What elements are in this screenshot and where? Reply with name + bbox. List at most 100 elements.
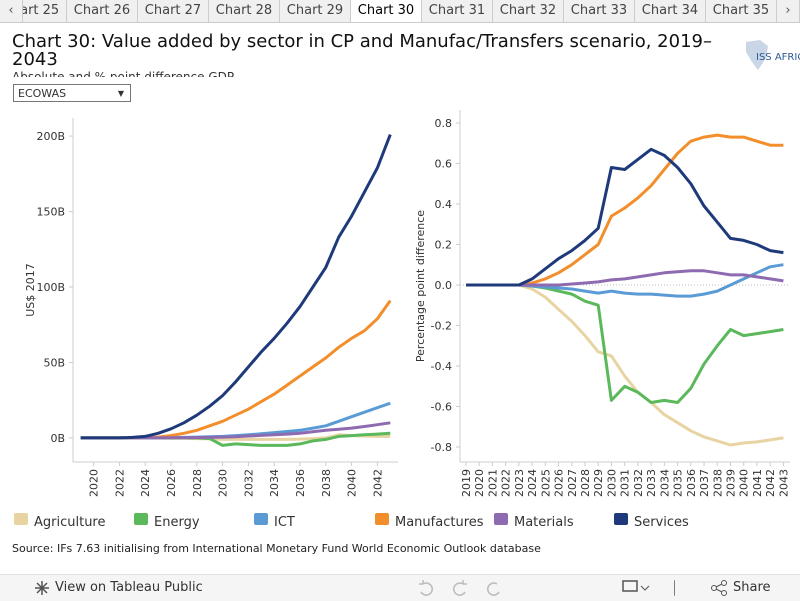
legend-label: Services — [634, 515, 689, 530]
tab[interactable]: Chart 25 — [23, 0, 67, 22]
y-axis-label: Percentage point difference — [414, 210, 427, 362]
x-tick-label: 2032 — [632, 469, 645, 497]
y-tick-label: -0.4 — [431, 360, 452, 373]
x-tick-label: 2022 — [500, 469, 513, 497]
charts: 0B 50B 100B 150B 200B 2020 2022 2024 2026 2028 203… — [14, 110, 790, 530]
logo-text: ISS AFRICA — [756, 52, 800, 63]
x-tick-label: 2043 — [777, 469, 790, 497]
y-tick-label: -0.2 — [431, 319, 452, 332]
logo: ISS AFRICA — [740, 36, 800, 76]
x-tick-label: 2042 — [764, 469, 777, 497]
y-tick-label: 100B — [36, 281, 65, 294]
y-tick-label: 0B — [50, 432, 65, 445]
tab[interactable]: Chart 33 — [564, 0, 635, 22]
x-tick-label: 2025 — [539, 469, 552, 497]
caret: ▼ — [117, 89, 124, 98]
x-tick-label: 2035 — [672, 469, 685, 497]
x-tick-label: 2027 — [566, 469, 579, 497]
share-icon — [711, 580, 727, 596]
filter-dropdown[interactable]: ECOWAS ▼ — [13, 84, 131, 102]
x-tick-label: 2024 — [139, 469, 152, 497]
tab[interactable]: Chart 35 — [706, 0, 777, 22]
legend-label: Manufactures — [395, 515, 484, 530]
tableau-icon — [35, 581, 49, 595]
filter-value: ECOWAS — [18, 87, 67, 100]
x-tick-label: 2037 — [698, 469, 711, 497]
y-tick-label: 50B — [43, 356, 65, 369]
y-tick-label: 0.6 — [435, 157, 453, 170]
x-tick-label: 2029 — [592, 469, 605, 497]
tab[interactable]: Chart 29 — [280, 0, 351, 22]
x-tick-label: 2036 — [685, 469, 698, 497]
x-tick-label: 2034 — [268, 469, 281, 497]
view-link[interactable]: View on Tableau Public — [55, 580, 203, 595]
x-tick-label: 2040 — [738, 469, 751, 497]
legend-swatch — [254, 513, 268, 525]
legend-label: Materials — [514, 515, 574, 530]
x-tick-label: 2020 — [88, 469, 101, 497]
series-line — [80, 134, 392, 440]
legend-swatch — [134, 513, 148, 525]
subtitle: Absolute and % point difference GDP — [12, 70, 235, 77]
y-tick-label: 200B — [36, 130, 65, 143]
footer: View on Tableau Public Share — [0, 574, 800, 601]
logo-map — [746, 40, 768, 70]
legend-swatch — [375, 513, 389, 525]
x-tick-label: 2032 — [242, 469, 255, 497]
y-tick-label: 0.8 — [435, 117, 453, 130]
tab[interactable]: Chart 34 — [635, 0, 706, 22]
x-tick-label: 2024 — [526, 469, 539, 497]
toolbar-icons — [419, 580, 675, 596]
series-line — [80, 299, 392, 440]
tab[interactable]: Chart 27 — [138, 0, 209, 22]
series-line — [466, 147, 784, 287]
x-tick-label: 2022 — [113, 469, 126, 497]
x-tick-label: 2041 — [751, 469, 764, 497]
title: Chart 30: Value added by sector in CP an… — [12, 31, 712, 70]
tab-prev[interactable]: ‹ — [0, 0, 23, 22]
series-line — [80, 401, 391, 440]
share-button[interactable]: Share — [733, 580, 771, 595]
legend-label: Energy — [154, 515, 200, 530]
x-tick-label: 2028 — [191, 469, 204, 497]
x-tick-label: 2042 — [371, 469, 384, 497]
x-tick-label: 2019 — [460, 469, 473, 497]
x-tick-label: 2040 — [346, 469, 359, 497]
x-tick-label: 2039 — [724, 469, 737, 497]
y-tick-label: 150B — [36, 206, 65, 219]
x-tick-label: 2026 — [165, 469, 178, 497]
source: Source: IFs 7.63 initialising from Inter… — [12, 542, 541, 555]
x-tick-label: 2038 — [320, 469, 333, 497]
legend-label: ICT — [274, 515, 295, 530]
x-tick-label: 2034 — [658, 469, 671, 497]
x-tick-label: 2020 — [473, 469, 486, 497]
tab[interactable]: Chart 28 — [209, 0, 280, 22]
y-tick-label: -0.6 — [431, 401, 452, 414]
x-tick-label: 2026 — [553, 469, 566, 497]
y-tick-label: 0.2 — [435, 238, 453, 251]
tab[interactable]: Chart 30 — [351, 0, 422, 22]
legend-swatch — [614, 513, 628, 525]
legend-swatch — [14, 513, 28, 525]
y-tick-label: -0.8 — [431, 441, 452, 454]
legend-swatch — [494, 513, 508, 525]
tab[interactable]: Chart 31 — [422, 0, 493, 22]
legend-label: Agriculture — [34, 515, 106, 530]
x-tick-label: 2038 — [711, 469, 724, 497]
x-tick-label: 2021 — [486, 469, 499, 497]
x-tick-label: 2030 — [217, 469, 230, 497]
series-line — [466, 283, 784, 447]
y-tick-label: 0.4 — [435, 198, 453, 211]
tab[interactable]: Chart 26 — [67, 0, 138, 22]
x-tick-label: 2028 — [579, 469, 592, 497]
y-tick-label: 0.0 — [435, 279, 453, 292]
x-tick-label: 2023 — [513, 469, 526, 497]
x-tick-label: 2036 — [294, 469, 307, 497]
series-line — [466, 283, 784, 404]
x-tick-label: 2033 — [645, 469, 658, 497]
tab[interactable]: Chart 32 — [493, 0, 564, 22]
